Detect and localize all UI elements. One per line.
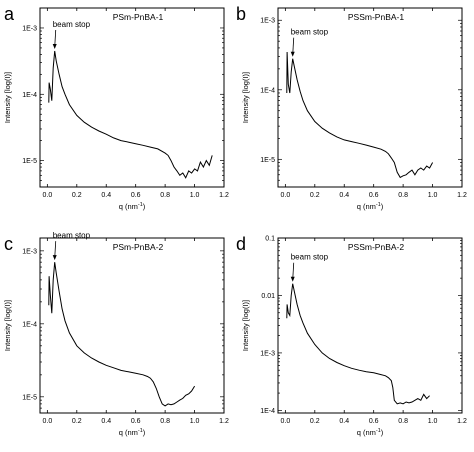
y-tick-label: 1E-4 <box>260 87 275 94</box>
x-tick-label: 1.0 <box>428 192 438 199</box>
panel-a: a PSm-PnBA-1 0.0 0.2 0.4 0.6 0.8 1.0 1.2 1E-5 1E-4… <box>3 4 229 211</box>
x-tick-label: 0.4 <box>101 192 111 199</box>
x-axis-label-main: q (nm <box>119 428 138 437</box>
x-tick-label: 0.2 <box>310 418 320 425</box>
y-tick-label: 1E-5 <box>260 157 275 164</box>
chart-title: PSSm-PnBA-1 <box>348 12 404 22</box>
x-tick-label: 0.0 <box>42 192 52 199</box>
series-line <box>48 50 213 179</box>
panel-letter: c <box>4 234 13 254</box>
y-tick-label: 1E-4 <box>260 408 275 415</box>
x-axis-label: q (nm-1) <box>357 428 384 437</box>
y-axis-label: Intensity [log(I)] <box>3 300 12 351</box>
annotation-arrow-head <box>290 276 295 282</box>
x-tick-label: 1.2 <box>219 192 229 199</box>
chart-title: PSm-PnBA-1 <box>113 12 164 22</box>
x-tick-label: 0.8 <box>160 192 170 199</box>
x-axis-label-end: ) <box>143 428 146 437</box>
panel-letter: a <box>4 4 15 24</box>
y-tick-label: 1E-4 <box>22 92 37 99</box>
series-line <box>48 262 196 407</box>
y-tick-label: 1E-5 <box>22 158 37 165</box>
y-tick-label: 1E-3 <box>22 25 37 32</box>
x-tick-label: 1.0 <box>190 418 200 425</box>
y-tick-label: 1E-3 <box>260 350 275 357</box>
x-tick-label: 0.6 <box>369 418 379 425</box>
x-tick-label: 0.8 <box>160 418 170 425</box>
panel-d: d PSSm-PnBA-2 0.0 0.2 0.4 0.6 0.8 1.0 1.2 1E-4 1E-… <box>236 234 467 437</box>
x-axis-label: q (nm-1) <box>119 202 146 211</box>
x-axis-label-main: q (nm <box>357 428 376 437</box>
x-tick-label: 1.0 <box>190 192 200 199</box>
plot-frame <box>277 7 463 188</box>
x-axis-label-main: q (nm <box>357 202 376 211</box>
beam-stop-annotation: beam stop <box>291 28 329 37</box>
plot-frame <box>39 237 225 414</box>
series-line <box>286 283 430 405</box>
x-tick-label: 1.2 <box>219 418 229 425</box>
x-axis-label-main: q (nm <box>119 202 138 211</box>
x-axis-label: q (nm-1) <box>119 428 146 437</box>
x-tick-label: 0.0 <box>280 418 290 425</box>
plot-frame <box>277 237 463 414</box>
beam-stop-annotation: beam stop <box>291 253 329 262</box>
x-tick-label: 0.4 <box>339 192 349 199</box>
x-axis-label-sup: -1 <box>138 202 143 208</box>
y-tick-label: 1E-5 <box>22 394 37 401</box>
chart-title: PSm-PnBA-2 <box>113 242 164 252</box>
y-axis-label: Intensity [log(I)] <box>241 300 250 351</box>
y-tick-label: 0.01 <box>261 293 275 300</box>
y-axis-label: Intensity [log(I)] <box>3 72 12 123</box>
x-axis-label-end: ) <box>381 428 384 437</box>
beam-stop-annotation: beam stop <box>53 231 91 240</box>
y-tick-label: 1E-3 <box>260 18 275 25</box>
y-tick-label: 1E-3 <box>22 248 37 255</box>
x-tick-label: 0.4 <box>101 418 111 425</box>
y-tick-label: 1E-4 <box>22 321 37 328</box>
x-axis-label: q (nm-1) <box>357 202 384 211</box>
x-tick-label: 0.8 <box>398 192 408 199</box>
x-axis-label-sup: -1 <box>376 428 381 434</box>
x-tick-label: 0.0 <box>42 418 52 425</box>
x-axis-label-sup: -1 <box>138 428 143 434</box>
beam-stop-annotation: beam stop <box>53 20 91 29</box>
x-tick-label: 1.2 <box>457 192 467 199</box>
x-tick-label: 0.6 <box>369 192 379 199</box>
x-axis-label-end: ) <box>381 202 384 211</box>
x-tick-label: 0.2 <box>310 192 320 199</box>
chart-title: PSSm-PnBA-2 <box>348 242 404 252</box>
x-tick-label: 1.0 <box>428 418 438 425</box>
annotation-arrow-head <box>52 255 57 261</box>
x-tick-label: 0.6 <box>131 192 141 199</box>
x-tick-label: 0.6 <box>131 418 141 425</box>
x-tick-label: 0.0 <box>280 192 290 199</box>
x-tick-label: 0.2 <box>72 192 82 199</box>
x-tick-label: 0.2 <box>72 418 82 425</box>
panel-b: b PSSm-PnBA-1 0.0 0.2 0.4 0.6 0.8 1.0 1.2 1E-5 1E-… <box>236 4 467 211</box>
y-axis-label: Intensity [log(I)] <box>241 72 250 123</box>
x-tick-label: 0.4 <box>339 418 349 425</box>
panel-letter: d <box>236 234 246 254</box>
x-axis-label-sup: -1 <box>376 202 381 208</box>
panel-c: c PSm-PnBA-2 0.0 0.2 0.4 0.6 0.8 1.0 1.2 1E-5 1E-4… <box>3 231 229 437</box>
annotation-arrow-head <box>290 51 295 57</box>
annotation-arrow-head <box>52 43 57 49</box>
x-axis-label-end: ) <box>143 202 146 211</box>
series-line <box>286 51 434 179</box>
x-tick-label: 1.2 <box>457 418 467 425</box>
x-tick-label: 0.8 <box>398 418 408 425</box>
y-tick-label: 0.1 <box>265 236 275 243</box>
plot-frame <box>39 7 225 188</box>
panel-letter: b <box>236 4 246 24</box>
